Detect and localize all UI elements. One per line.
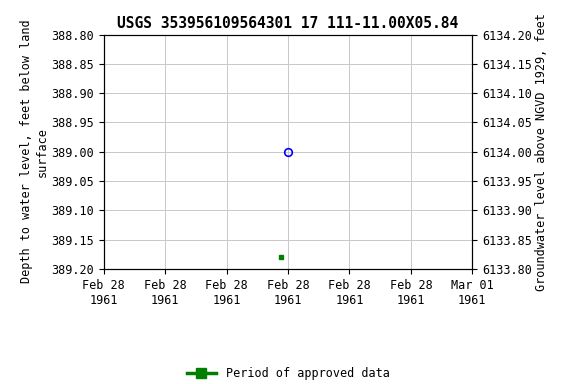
Y-axis label: Depth to water level, feet below land
surface: Depth to water level, feet below land su…: [20, 20, 48, 283]
Title: USGS 353956109564301 17 111-11.00X05.84: USGS 353956109564301 17 111-11.00X05.84: [118, 16, 458, 31]
Y-axis label: Groundwater level above NGVD 1929, feet: Groundwater level above NGVD 1929, feet: [535, 13, 548, 291]
Legend: Period of approved data: Period of approved data: [182, 362, 394, 384]
